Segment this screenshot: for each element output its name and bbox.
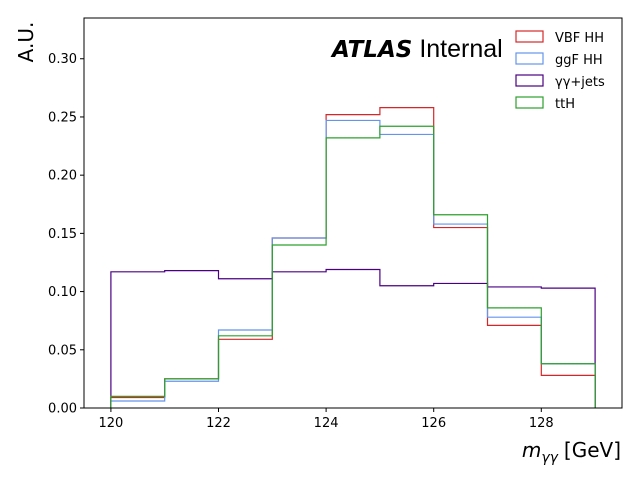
y-tick-label: 0.30 <box>48 52 77 67</box>
x-tick-label: 120 <box>98 416 123 431</box>
x-tick-label: 126 <box>421 416 446 431</box>
plot-frame <box>83 17 623 409</box>
series-line-1 <box>110 119 596 408</box>
x-axis-label-unit: [GeV] <box>564 438 621 462</box>
legend-swatch <box>515 74 544 87</box>
series-line-3 <box>110 125 596 408</box>
y-tick-label: 0.00 <box>48 402 77 417</box>
x-axis-label: mγγ [GeV] <box>522 438 621 466</box>
legend: VBF HH ggF HH γγ+jets ttH <box>515 30 605 112</box>
legend-label: ttH <box>555 97 575 112</box>
y-tick-label: 0.15 <box>48 227 77 242</box>
x-tick-label: 128 <box>529 416 554 431</box>
y-tick-label: 0.25 <box>48 110 77 125</box>
legend-swatch <box>515 52 544 65</box>
legend-label: VBF HH <box>555 31 604 46</box>
x-tick-label: 122 <box>206 416 231 431</box>
series-line-2 <box>110 268 596 408</box>
legend-swatch <box>515 96 544 109</box>
x-tick-label: 124 <box>314 416 339 431</box>
y-tick-label: 0.10 <box>48 285 77 300</box>
y-axis-ticks: 0.00 0.05 0.10 0.15 0.20 0.25 0.30 <box>48 52 84 417</box>
atlas-label-experiment: ATLAS <box>330 37 412 63</box>
atlas-label: ATLAS Internal <box>330 35 503 63</box>
y-tick-label: 0.20 <box>48 169 77 184</box>
series-layer <box>110 107 596 408</box>
series-line-0 <box>110 107 596 408</box>
y-axis-label: A.U. <box>14 22 38 63</box>
legend-label: γγ+jets <box>555 75 605 90</box>
legend-label: ggF HH <box>555 53 603 68</box>
atlas-label-status: Internal <box>419 35 502 63</box>
x-axis-label-subscript: γγ <box>541 450 558 466</box>
x-axis-ticks: 120 122 124 126 128 <box>98 408 554 431</box>
legend-swatch <box>515 30 544 43</box>
y-tick-label: 0.05 <box>48 343 77 358</box>
x-axis-label-symbol: m <box>522 438 541 462</box>
